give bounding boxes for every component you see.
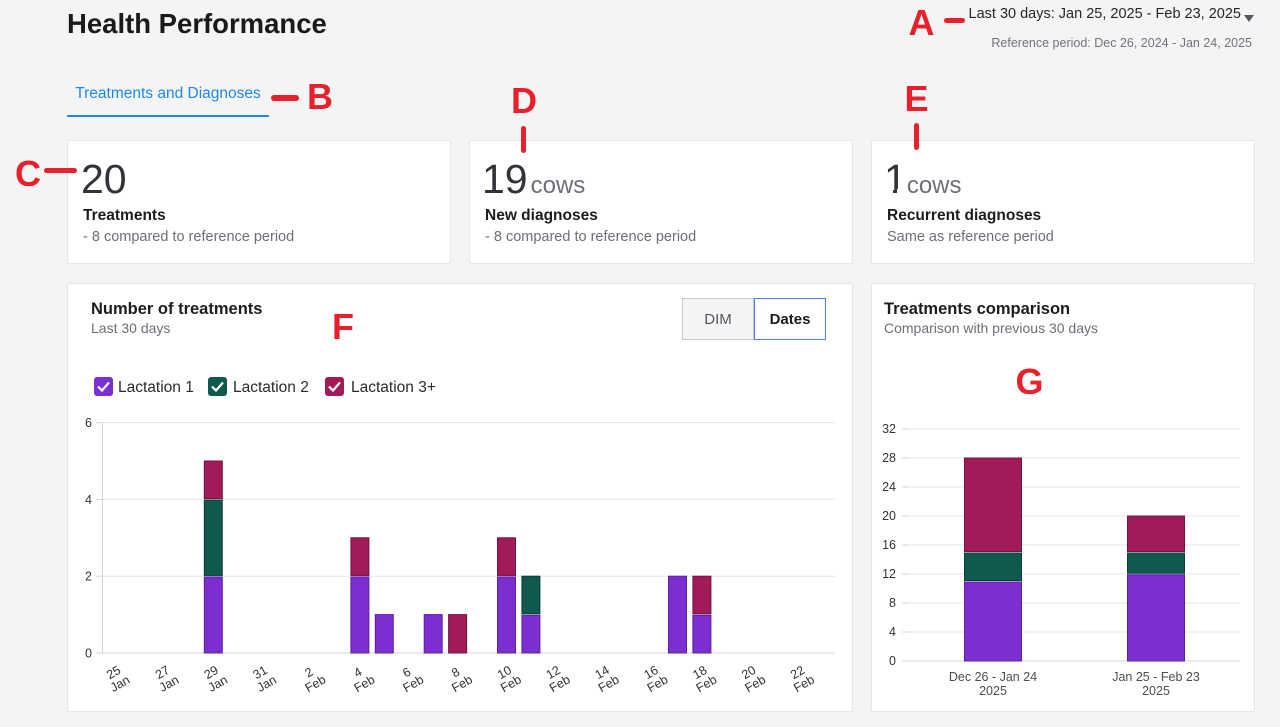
svg-text:18: 18 <box>690 663 709 682</box>
svg-text:2025: 2025 <box>1142 684 1170 698</box>
svg-text:22: 22 <box>788 663 807 682</box>
svg-text:29: 29 <box>202 663 221 682</box>
svg-text:31: 31 <box>251 663 270 682</box>
svg-text:12: 12 <box>544 663 563 682</box>
svg-text:8: 8 <box>889 596 896 610</box>
svg-text:6: 6 <box>85 416 92 430</box>
svg-text:0: 0 <box>889 654 896 668</box>
svg-text:14: 14 <box>593 663 612 682</box>
svg-text:24: 24 <box>882 480 896 494</box>
svg-text:4: 4 <box>889 625 896 639</box>
svg-text:16: 16 <box>642 663 661 682</box>
svg-text:28: 28 <box>882 451 896 465</box>
svg-text:16: 16 <box>882 538 896 552</box>
svg-text:Dec 26 - Jan 24: Dec 26 - Jan 24 <box>949 670 1037 684</box>
svg-text:0: 0 <box>85 646 92 660</box>
svg-text:Jan 25 - Feb 23: Jan 25 - Feb 23 <box>1112 670 1200 684</box>
svg-text:2025: 2025 <box>979 684 1007 698</box>
svg-text:20: 20 <box>882 509 896 523</box>
svg-text:27: 27 <box>153 663 172 682</box>
svg-text:12: 12 <box>882 567 896 581</box>
svg-text:20: 20 <box>739 663 758 682</box>
svg-text:4: 4 <box>85 493 92 507</box>
svg-text:32: 32 <box>882 422 896 436</box>
svg-text:2: 2 <box>85 570 92 584</box>
svg-text:25: 25 <box>104 663 123 682</box>
svg-text:10: 10 <box>495 663 514 682</box>
